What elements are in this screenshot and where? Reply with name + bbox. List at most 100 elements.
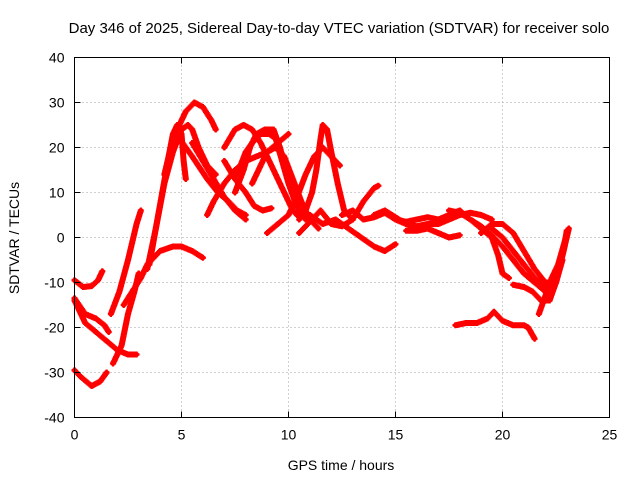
data-point (320, 122, 326, 128)
data-point (307, 212, 313, 218)
data-point (303, 208, 309, 213)
data-point (452, 322, 458, 328)
data-point (249, 127, 255, 132)
data-point (478, 212, 484, 218)
series-track-22 (306, 212, 399, 254)
data-point (521, 322, 527, 328)
data-point (241, 167, 247, 173)
data-markers (403, 225, 463, 241)
data-point (241, 122, 247, 128)
data-point (500, 318, 505, 324)
data-point (521, 262, 527, 267)
y-tick-label: -10 (44, 275, 64, 291)
data-point (108, 311, 114, 317)
data-point (529, 289, 535, 294)
data-point (313, 167, 319, 173)
data-point (485, 316, 491, 321)
y-tick-label: 20 (49, 140, 65, 156)
data-point (337, 163, 343, 168)
data-point (320, 221, 326, 227)
data-point (403, 228, 409, 234)
data-point (104, 338, 110, 344)
data-point (547, 298, 553, 303)
data-point (532, 275, 538, 281)
data-point (350, 217, 356, 222)
data-point (281, 154, 287, 159)
data-point (110, 361, 116, 366)
data-point (168, 145, 174, 150)
data-point (200, 104, 206, 110)
data-point (174, 127, 180, 132)
data-point (371, 212, 377, 218)
data-point (189, 248, 195, 254)
x-tick-label: 15 (388, 427, 404, 443)
data-point (318, 136, 324, 141)
y-tick-label: -20 (44, 320, 64, 336)
data-point (478, 223, 484, 229)
x-tick-label: 20 (495, 427, 511, 443)
data-point (467, 210, 473, 216)
data-point (189, 140, 195, 146)
data-point (208, 118, 214, 123)
series-track-33 (452, 308, 538, 342)
data-point (286, 131, 291, 137)
data-point (564, 230, 570, 236)
data-point (258, 163, 264, 168)
data-point (221, 194, 227, 200)
data-point (532, 336, 538, 342)
data-point (104, 370, 110, 375)
data-point (232, 127, 238, 132)
data-point (200, 158, 206, 164)
data-point (296, 230, 302, 236)
data-point (555, 262, 561, 267)
y-tick-label: -30 (44, 365, 64, 381)
data-point (80, 284, 86, 290)
data-point (339, 212, 345, 218)
data-point (382, 248, 388, 254)
series-track-5 (107, 207, 144, 317)
data-point (189, 154, 195, 159)
data-point (542, 293, 548, 299)
data-point (435, 221, 441, 227)
data-point (176, 136, 182, 141)
data-point (200, 255, 206, 261)
data-point (253, 154, 259, 159)
data-point (106, 329, 112, 335)
x-tick-label: 5 (178, 427, 186, 443)
data-point (134, 221, 140, 227)
data-point (179, 244, 184, 249)
axes: 0 5 10 15 20 25 -40 -30 -20 -10 0 10 20 30 40 (44, 50, 617, 443)
data-point (324, 127, 330, 132)
y-tick-label: 30 (49, 95, 65, 111)
data-point (99, 268, 105, 274)
data-point (333, 217, 339, 222)
data-point (457, 210, 463, 216)
data-point (446, 208, 452, 213)
data-point (93, 329, 99, 335)
series-track-9 (144, 122, 219, 272)
data-point (211, 199, 217, 204)
data-point (328, 149, 334, 155)
x-tick-label: 25 (602, 427, 618, 443)
data-point (204, 212, 210, 218)
data-point (144, 266, 150, 272)
series-track-16 (221, 158, 275, 214)
data-point (183, 176, 189, 182)
data-point (393, 241, 398, 247)
x-tick-label: 0 (71, 427, 79, 443)
data-point (82, 320, 88, 326)
data-point (161, 172, 167, 177)
data-point (93, 316, 99, 321)
y-axis-label: SDTVAR / TECUs (6, 182, 22, 294)
data-point (290, 190, 296, 195)
data-point (510, 322, 516, 328)
data-point (125, 352, 131, 357)
data-point (532, 266, 538, 272)
data-point (414, 217, 420, 222)
data-point (382, 208, 388, 213)
data-point (360, 217, 366, 222)
data-point (489, 235, 495, 240)
data-point (463, 320, 469, 326)
series-track-10 (161, 99, 219, 178)
